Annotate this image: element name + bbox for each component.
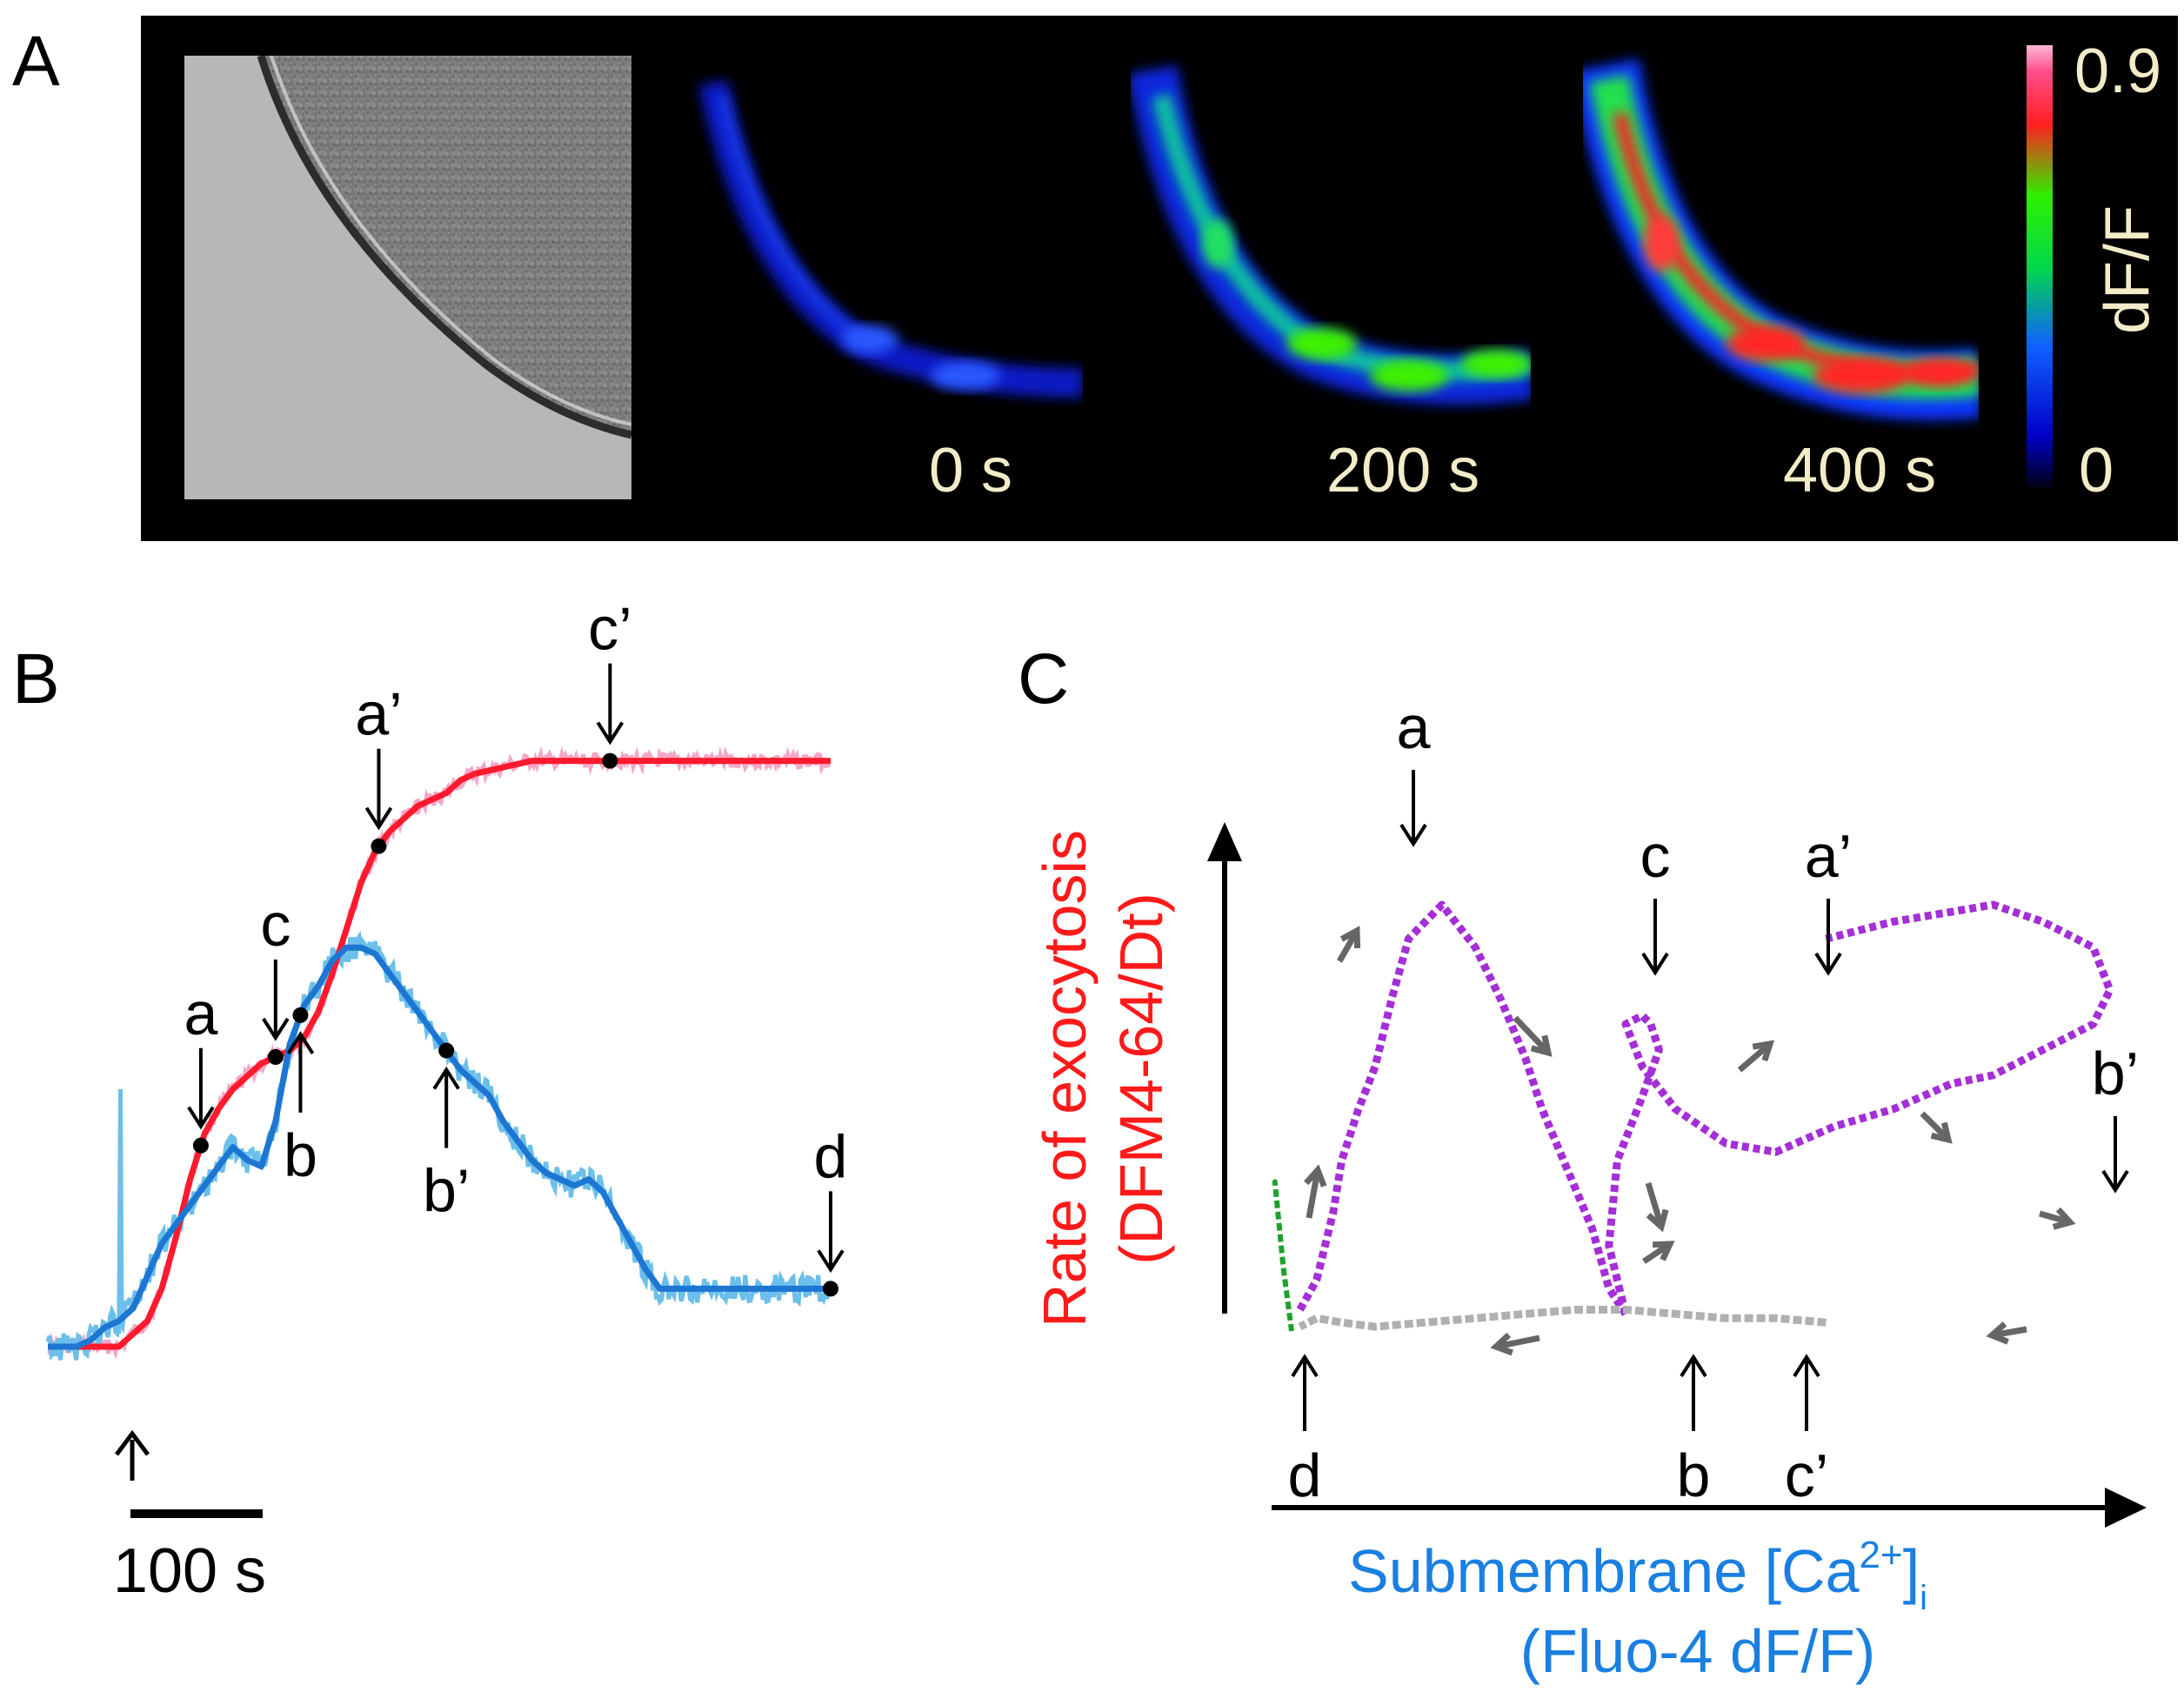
- direction-arrowhead-1: [1339, 926, 1361, 949]
- direction-arrowhead-2: [1530, 1034, 1553, 1057]
- direction-arrow-5: [1920, 1111, 1951, 1142]
- annotation-label-0: a: [184, 980, 217, 1047]
- raw-trace-calcium: [45, 930, 832, 1361]
- x-axis-label: Submembrane [Ca2+]i (Fluo-4 dF/F): [1348, 1534, 1927, 1685]
- c-annotation-arrowhead-0: [1399, 823, 1427, 847]
- marker-point-3: [602, 753, 618, 769]
- panel-a-label: A: [12, 22, 60, 101]
- direction-arrow-0: [1306, 1169, 1321, 1219]
- y-axis-label: Rate of exocytosis (DFM4-64/Dt): [1031, 830, 1175, 1328]
- x-axis-label-sub: i: [1920, 1579, 1927, 1617]
- c-annotation-label-3: b’: [2092, 1040, 2139, 1107]
- marker-point-1: [267, 1049, 284, 1065]
- annotation-label-6: d: [814, 1122, 848, 1190]
- x-axis-label-line2: (Fluo-4 dF/F): [1520, 1617, 1875, 1685]
- c-annotation-arrowhead-1: [1641, 952, 1669, 976]
- panel-c-label: C: [1018, 639, 1069, 719]
- direction-arrowhead-3: [1646, 1208, 1669, 1233]
- marker-point-4: [292, 1007, 309, 1023]
- panel-b-time-course-chart: ac a’ c’ b b’ d: [45, 595, 848, 1361]
- annotation-arrowhead-0: [187, 1106, 215, 1130]
- colorbar-title: dF/F: [2093, 205, 2162, 334]
- direction-arrow-7: [1991, 1326, 2027, 1339]
- annotation-arrowhead-6: [817, 1249, 845, 1274]
- c-annotation-label-4: d: [1288, 1441, 1322, 1509]
- annotation-arrowhead-4: [286, 1031, 315, 1054]
- fluorescence-frame-200s: [1131, 64, 1531, 405]
- x-axis-label-close: ]: [1903, 1537, 1920, 1605]
- annotation-label-4: b: [284, 1121, 317, 1189]
- svg-text:Submembrane [Ca2+]i: Submembrane [Ca2+]i: [1348, 1534, 1927, 1617]
- annotation-arrowhead-3: [596, 721, 624, 746]
- c-annotation-label-6: c’: [1785, 1441, 1829, 1509]
- direction-arrowhead-6: [2052, 1207, 2076, 1230]
- c-annotation-arrowhead-5: [1680, 1354, 1707, 1378]
- smoothed-trace-exocytosis: [48, 758, 831, 1350]
- x-axis-arrowhead: [2105, 1488, 2147, 1528]
- fluorescence-frame-400s: [1583, 58, 1979, 420]
- colorbar: [2027, 45, 2053, 489]
- direction-arrowhead-9: [1652, 1241, 1675, 1261]
- frame-time-label-1: 0 s: [929, 436, 1012, 505]
- panel-b-label: B: [12, 639, 60, 719]
- direction-arrowhead-8: [1490, 1332, 1513, 1356]
- time-scale-bar-label: 100 s: [113, 1536, 266, 1606]
- direction-arrow-8: [1495, 1334, 1540, 1350]
- phase-trace-baseline-loop: [1272, 1179, 1294, 1332]
- c-annotation-arrowhead-3: [2101, 1169, 2129, 1194]
- annotation-arrowhead-1: [262, 1017, 290, 1041]
- smoothed-trace-calcium: [48, 944, 831, 1350]
- marker-point-2: [371, 838, 387, 854]
- annotation-label-2: a’: [355, 680, 402, 748]
- direction-arrow-1: [1336, 929, 1360, 963]
- stimulus-artifact: [117, 1088, 124, 1334]
- panel-c-phase-plot: a c a’ b’ d b c’: [1272, 693, 2139, 1509]
- frame-time-label-2: 200 s: [1326, 436, 1479, 505]
- marker-point-6: [823, 1281, 838, 1297]
- x-axis-label-sup: 2+: [1860, 1534, 1903, 1576]
- c-annotation-arrowhead-6: [1793, 1354, 1820, 1378]
- phase-trace-rising-phase: [1296, 900, 1629, 1316]
- annotation-label-3: c’: [588, 595, 632, 663]
- x-axis-label-main: Submembrane [Ca: [1348, 1537, 1860, 1605]
- stimulus-arrow-head: [115, 1429, 150, 1456]
- direction-arrow-2: [1513, 1015, 1551, 1055]
- phase-trace-second-loop: [1605, 900, 2114, 1315]
- raw-trace-exocytosis: [47, 746, 832, 1361]
- direction-arrowhead-7: [1986, 1321, 2009, 1345]
- direction-arrowhead-4: [1752, 1040, 1775, 1062]
- direction-arrow-3: [1645, 1181, 1665, 1228]
- marker-point-5: [438, 1042, 455, 1059]
- c-annotation-label-2: a’: [1805, 822, 1852, 890]
- c-annotation-label-5: b: [1677, 1441, 1711, 1509]
- brightfield-image: [184, 56, 631, 499]
- annotation-label-5: b’: [423, 1157, 470, 1225]
- y-axis-label-line2: (DFM4-64/Dt): [1107, 893, 1175, 1265]
- c-annotation-label-1: c: [1640, 822, 1671, 890]
- direction-arrowhead-0: [1304, 1164, 1327, 1187]
- marker-point-0: [192, 1137, 209, 1154]
- direction-arrowhead-5: [1930, 1121, 1953, 1144]
- annotation-arrowhead-2: [364, 806, 393, 831]
- annotation-arrowhead-5: [432, 1066, 460, 1090]
- colorbar-max-label: 0.9: [2074, 37, 2161, 106]
- fluorescence-frame-0s: [698, 79, 1083, 398]
- y-axis-arrowhead: [1207, 822, 1242, 861]
- colorbar-min-label: 0: [2079, 436, 2114, 505]
- phase-trace-decay: [1298, 1306, 1827, 1331]
- annotation-label-1: c: [260, 891, 291, 959]
- frame-time-label-3: 400 s: [1783, 436, 1936, 505]
- c-annotation-arrowhead-4: [1291, 1354, 1319, 1378]
- direction-arrow-4: [1737, 1041, 1773, 1073]
- y-axis-label-line1: Rate of exocytosis: [1031, 830, 1099, 1328]
- c-annotation-label-0: a: [1397, 693, 1431, 761]
- c-annotation-arrowhead-2: [1814, 952, 1842, 976]
